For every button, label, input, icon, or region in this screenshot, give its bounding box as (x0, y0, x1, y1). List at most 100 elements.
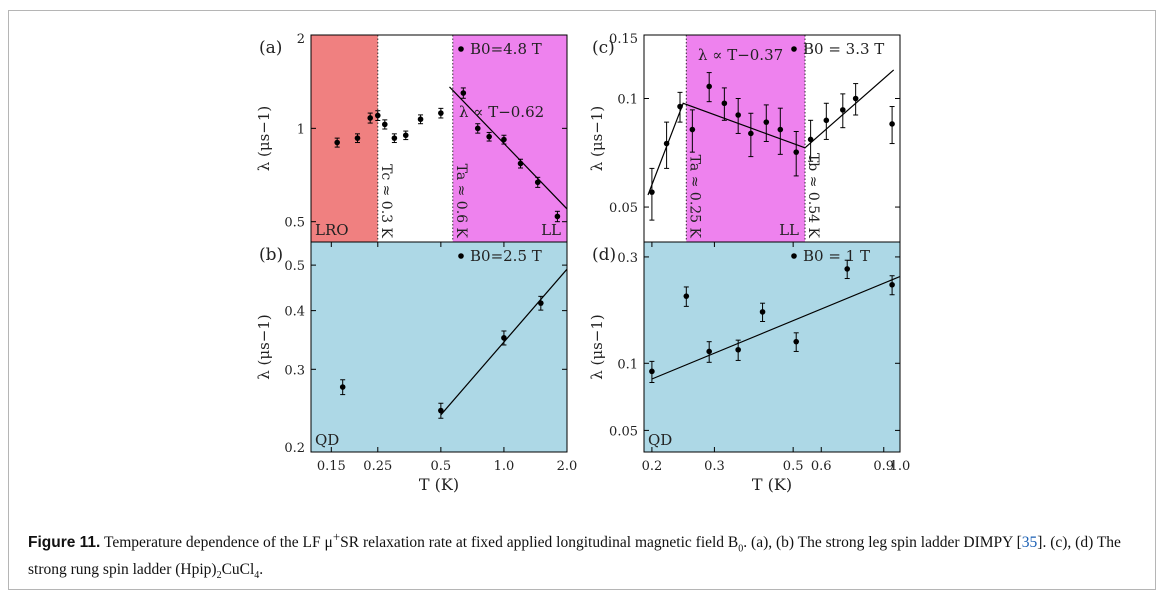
fit-line (647, 69, 895, 196)
data-point (683, 286, 690, 307)
fit-label: λ ∝ T−0.37 (698, 46, 783, 64)
y-axis-label: λ (μs−1) (255, 314, 273, 380)
caption-label: Figure 11. (28, 534, 101, 552)
data-point (649, 360, 655, 384)
legend-marker (458, 253, 464, 259)
panel-b-plot-area (311, 242, 567, 452)
transition-label: Ta ≈ 0.25 K (686, 155, 702, 239)
panel-d: 0.05 0.1 0.3 0.2 0.3 0.5 1.0 0.6 0.9 (d) B0 = 1 T Q… (588, 241, 910, 494)
data-point (706, 72, 712, 103)
data-point (334, 137, 340, 148)
figure-frame (8, 10, 1156, 590)
y-tick-label: 0.3 (284, 363, 305, 378)
region-label: QD (315, 431, 339, 449)
legend-label: B0=2.5 T (470, 247, 542, 265)
panel-c: Ta ≈ 0.25 K Tb ≈ 0.54 K 0.05 0.1 0.15(c) B0 =… (588, 32, 901, 243)
data-point (391, 133, 398, 144)
figure-caption: Figure 11. Temperature dependence of the… (28, 526, 1138, 586)
data-point (474, 123, 481, 134)
y-tick-label: 0.05 (609, 424, 638, 439)
panel-c-plot-area (647, 35, 895, 242)
panel-label: (c) (592, 38, 615, 58)
caption-plus: + (332, 529, 341, 544)
y-axis-label: λ (μs−1) (588, 106, 606, 172)
x-axis-label: T (K) (419, 475, 459, 494)
region-label: LL (541, 221, 561, 239)
fit-line (449, 86, 567, 210)
x-axis-label: T (K) (752, 475, 792, 494)
data-point (381, 119, 388, 130)
data-point (402, 130, 409, 141)
data-point (793, 332, 800, 352)
data-point (735, 97, 741, 134)
x-tick-label: 0.5 (783, 459, 804, 474)
y-tick-label: 0.1 (617, 92, 638, 107)
caption-text-4: ]. (c), (d) The strong rung spin ladder … (28, 534, 1121, 579)
data-point (339, 379, 346, 396)
data-point (460, 87, 467, 99)
data-point (534, 176, 541, 188)
data-point (840, 93, 846, 129)
transition-label: Tc ≈ 0.3 K (378, 164, 394, 238)
data-point (689, 109, 696, 153)
panel-d-plot-area (644, 242, 900, 452)
data-point (823, 102, 830, 140)
data-point (852, 83, 859, 116)
panel-frame (310, 241, 568, 453)
caption-text-2: SR relaxation rate at fixed applied long… (340, 534, 739, 552)
y-axis-label: λ (μs−1) (588, 314, 606, 380)
data-point (374, 110, 381, 121)
caption-sub0: 0 (738, 543, 744, 555)
x-tick-label: 0.25 (363, 459, 392, 474)
y-tick-label: 0.15 (609, 32, 638, 47)
data-point (735, 339, 741, 361)
panel-label: (a) (259, 38, 282, 58)
data-point (554, 210, 561, 223)
legend-marker (791, 46, 797, 52)
data-point (721, 87, 728, 121)
region-ll (686, 35, 806, 242)
region-ll (452, 35, 567, 242)
panel-b: 0.2 0.3 0.4 0.5 0.15 0.25 0.5 1.0 2.0 (b) B0=2.5 T… (255, 241, 578, 494)
transition-label: Ta ≈ 0.6 K (453, 164, 469, 239)
x-tick-label: 2.0 (557, 459, 578, 474)
y-tick-label: 0.3 (617, 251, 638, 266)
panel-a-plot-area (311, 35, 567, 242)
data-point (438, 107, 444, 119)
data-point (793, 131, 800, 177)
data-point (354, 133, 361, 144)
data-point (649, 167, 655, 221)
x-tick-label: 1.0 (494, 459, 515, 474)
caption-sub2: 2 (216, 570, 222, 582)
y-tick-label: 0.4 (284, 305, 305, 320)
x-tick-label: 0.15 (317, 459, 346, 474)
y-tick-label: 0.2 (284, 441, 305, 456)
legend-marker (458, 46, 464, 52)
region-lro (311, 35, 378, 242)
data-point (501, 330, 507, 346)
data-point (486, 131, 492, 142)
data-point (417, 114, 424, 125)
data-point (438, 402, 444, 419)
region-qd (644, 242, 900, 452)
region-label: LRO (315, 221, 349, 239)
panel-frame (643, 241, 901, 453)
fit-line (651, 275, 900, 380)
panel-label: (d) (592, 245, 616, 265)
x-tick-label: 0.2 (642, 459, 663, 474)
data-point (538, 295, 544, 311)
caption-text-3: . (a), (b) The strong leg spin ladder DI… (743, 534, 1022, 552)
data-point (663, 121, 670, 169)
y-tick-label: 0.1 (617, 357, 638, 372)
data-point (763, 104, 770, 142)
y-tick-label: 0.05 (609, 201, 638, 216)
data-point (517, 158, 524, 169)
caption-ref-link[interactable]: 35 (1021, 534, 1038, 552)
panel-a: Tc ≈ 0.3 K Ta ≈ 0.6 K 0.5 1 2 (a) B0=4.8 T LRO L… (255, 32, 568, 243)
x-tick-label: 0.6 (811, 459, 832, 474)
region-label: QD (648, 431, 672, 449)
data-point (501, 134, 507, 145)
caption-text-1: Temperature dependence of the LF μ (100, 534, 333, 552)
panel-label: (b) (259, 245, 283, 265)
